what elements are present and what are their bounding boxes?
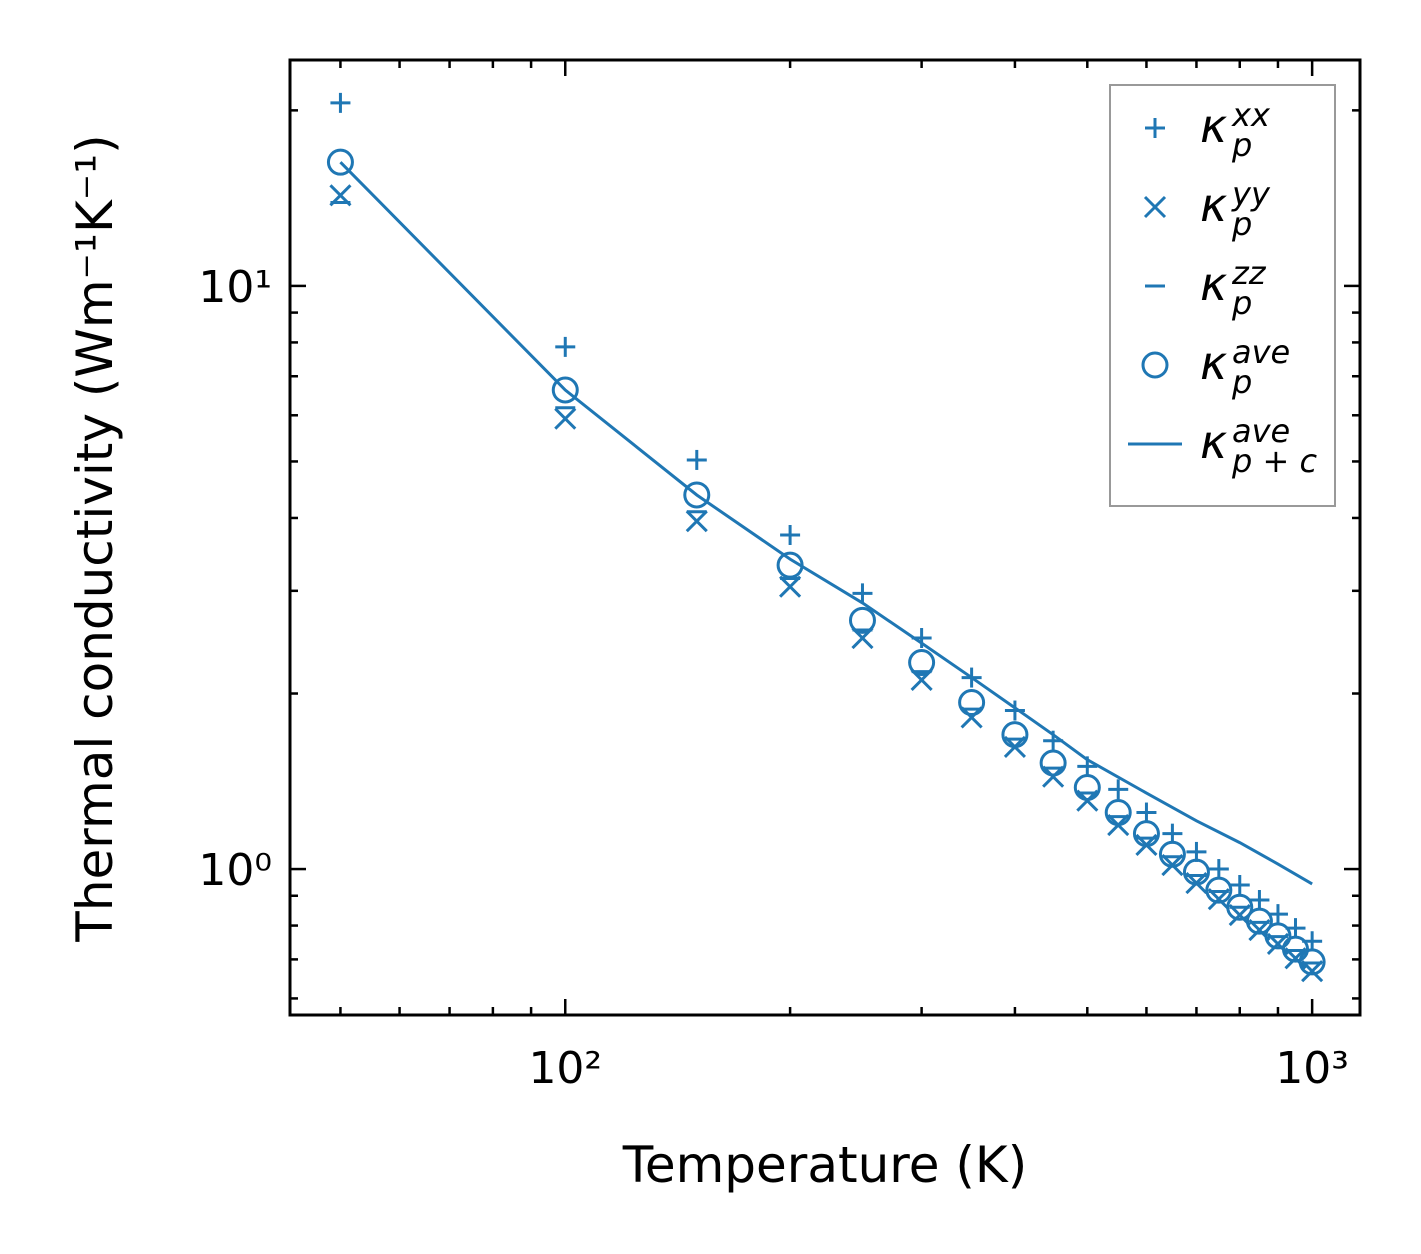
data-point-circle xyxy=(958,689,986,717)
x-tick-label: 10³ xyxy=(1275,1043,1349,1094)
legend-marker-icon xyxy=(1145,118,1165,138)
x-tick-label: 10² xyxy=(528,1043,602,1094)
data-point-plus xyxy=(1136,802,1157,823)
data-point-circle xyxy=(1132,820,1160,848)
y-tick-label: 10⁰ xyxy=(198,845,272,896)
data-point-plus xyxy=(1249,889,1270,910)
series-line-kappa-p-c-ave xyxy=(339,161,1313,886)
data-point-circle xyxy=(551,376,579,404)
data-point-circle xyxy=(1298,948,1326,976)
legend-label: κ yy p xyxy=(1200,175,1271,243)
x-axis-label: Temperature (K) xyxy=(622,1136,1027,1194)
legend-item: κ ave p xyxy=(1141,333,1290,401)
y-tick-label: 10¹ xyxy=(198,262,272,313)
data-point-x xyxy=(554,407,577,430)
data-point-circle xyxy=(1264,922,1292,950)
data-point-circle xyxy=(1205,876,1233,904)
data-point-circle xyxy=(1182,858,1210,886)
plot-frame xyxy=(288,58,1362,1017)
data-point-circle xyxy=(1039,749,1067,777)
legend-item: κ xx p xyxy=(1145,96,1271,164)
data-point-circle xyxy=(1226,893,1254,921)
legend-label: κ zz p xyxy=(1200,254,1267,322)
axis-ticks: 10² 10³ 10⁰ 10¹ xyxy=(198,60,1360,1094)
data-point-plus xyxy=(1186,841,1207,862)
legend-item: κ yy p xyxy=(1143,175,1271,243)
data-point-plus xyxy=(1208,859,1229,880)
data-point-circle xyxy=(1245,907,1273,935)
data-point-circle xyxy=(1073,773,1101,801)
data-point-plus xyxy=(555,336,576,357)
data-point-plus xyxy=(1162,823,1183,844)
legend-marker-icon xyxy=(1141,351,1169,379)
data-point-plus xyxy=(686,449,707,470)
legend-box xyxy=(1109,84,1336,507)
data-point-x xyxy=(779,575,802,598)
data-point-circle xyxy=(848,606,876,634)
legend: κ xx p κ yy p κ zz p κ ave p κ ave p + c xyxy=(1109,84,1336,507)
legend-item: κ ave p + c xyxy=(1128,412,1317,480)
legend-label: κ ave p xyxy=(1200,333,1290,401)
data-point-x xyxy=(685,510,708,533)
data-point-circle xyxy=(1001,721,1029,749)
legend-label: κ ave p + c xyxy=(1200,412,1317,480)
data-point-circle xyxy=(1158,840,1186,868)
data-point-circle xyxy=(326,148,354,176)
data-point-plus xyxy=(780,524,801,545)
legend-marker-icon xyxy=(1143,195,1167,219)
data-point-plus xyxy=(1004,700,1025,721)
data-point-x xyxy=(1042,765,1065,788)
plot-marks xyxy=(326,92,1326,983)
legend-item: κ zz p xyxy=(1145,254,1267,322)
legend-label: κ xx p xyxy=(1200,96,1271,164)
data-point-circle xyxy=(1282,935,1310,963)
data-point-plus xyxy=(330,92,351,113)
data-point-plus xyxy=(1108,779,1129,800)
data-point-circle xyxy=(1104,799,1132,827)
data-point-plus xyxy=(852,583,873,604)
data-point-plus xyxy=(1229,874,1250,895)
y-axis-label: Thermal conductivity (Wm⁻¹K⁻¹) xyxy=(66,134,124,942)
data-point-circle xyxy=(683,481,711,509)
data-point-x xyxy=(1301,960,1324,983)
data-point-circle xyxy=(908,649,936,677)
data-point-plus xyxy=(1267,904,1288,925)
